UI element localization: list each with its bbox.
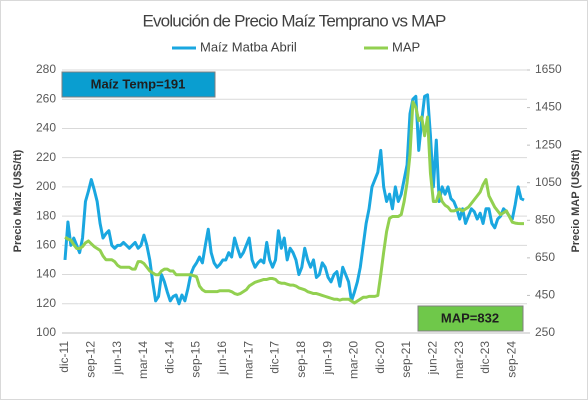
annotation-box <box>61 71 216 98</box>
y2-axis-title: Precio MAP (U$S/tt) <box>570 149 582 252</box>
x-tick-label: mar-23 <box>452 341 466 379</box>
x-tick-label: mar-17 <box>241 341 255 379</box>
x-tick-label: mar-14 <box>136 341 150 379</box>
y-tick-label: 220 <box>36 150 56 164</box>
x-tick-label: dic-20 <box>373 341 387 374</box>
y2-tick-label: 1650 <box>535 62 562 76</box>
annotation: Maíz Temp=191 <box>91 76 186 91</box>
x-tick-label: mar-20 <box>347 341 361 379</box>
x-tick-label: dic-14 <box>162 341 176 374</box>
chart-title: Evolución de Precio Maíz Temprano vs MAP <box>142 11 446 30</box>
annotation-box <box>417 305 524 332</box>
x-tick-label: sep-21 <box>399 341 413 378</box>
y2-tick-label: 1050 <box>535 175 562 189</box>
x-tick-label: jun-13 <box>110 341 124 376</box>
x-tick-label: dic-23 <box>478 341 492 374</box>
y-tick-label: 160 <box>36 238 56 252</box>
y-tick-label: 180 <box>36 208 56 222</box>
x-tick-label: jun-16 <box>215 341 229 376</box>
y2-tick-label: 250 <box>535 325 555 339</box>
y-tick-label: 140 <box>36 267 56 281</box>
legend-label: MAP <box>392 39 420 54</box>
x-tick-label: dic-17 <box>268 341 282 374</box>
y2-tick-label: 1450 <box>535 100 562 114</box>
y-tick-label: 200 <box>36 179 56 193</box>
series-line <box>64 100 524 305</box>
x-tick-label: jun-22 <box>426 341 440 376</box>
legend-label: Maíz Matba Abril <box>200 39 297 54</box>
y2-tick-label: 650 <box>535 250 555 264</box>
y-axis-title: Precio Maiz (U$S/tt) <box>12 149 24 252</box>
annotation: MAP=832 <box>441 310 499 325</box>
x-tick-label: sep-18 <box>294 341 308 378</box>
x-tick-label: sep-12 <box>83 341 97 378</box>
y-tick-label: 120 <box>36 296 56 310</box>
y-tick-label: 100 <box>36 325 56 339</box>
y-tick-label: 240 <box>36 121 56 135</box>
x-tick-label: jun-19 <box>320 341 334 376</box>
series-line <box>63 93 525 306</box>
y2-tick-label: 850 <box>535 212 555 226</box>
x-tick-label: dic-11 <box>57 341 71 373</box>
y2-tick-label: 450 <box>535 288 555 302</box>
y-tick-label: 260 <box>36 91 56 105</box>
y-tick-label: 280 <box>36 62 56 76</box>
y2-tick-label: 1250 <box>535 137 562 151</box>
x-tick-label: sep-24 <box>504 341 518 378</box>
x-tick-label: sep-15 <box>189 341 203 378</box>
